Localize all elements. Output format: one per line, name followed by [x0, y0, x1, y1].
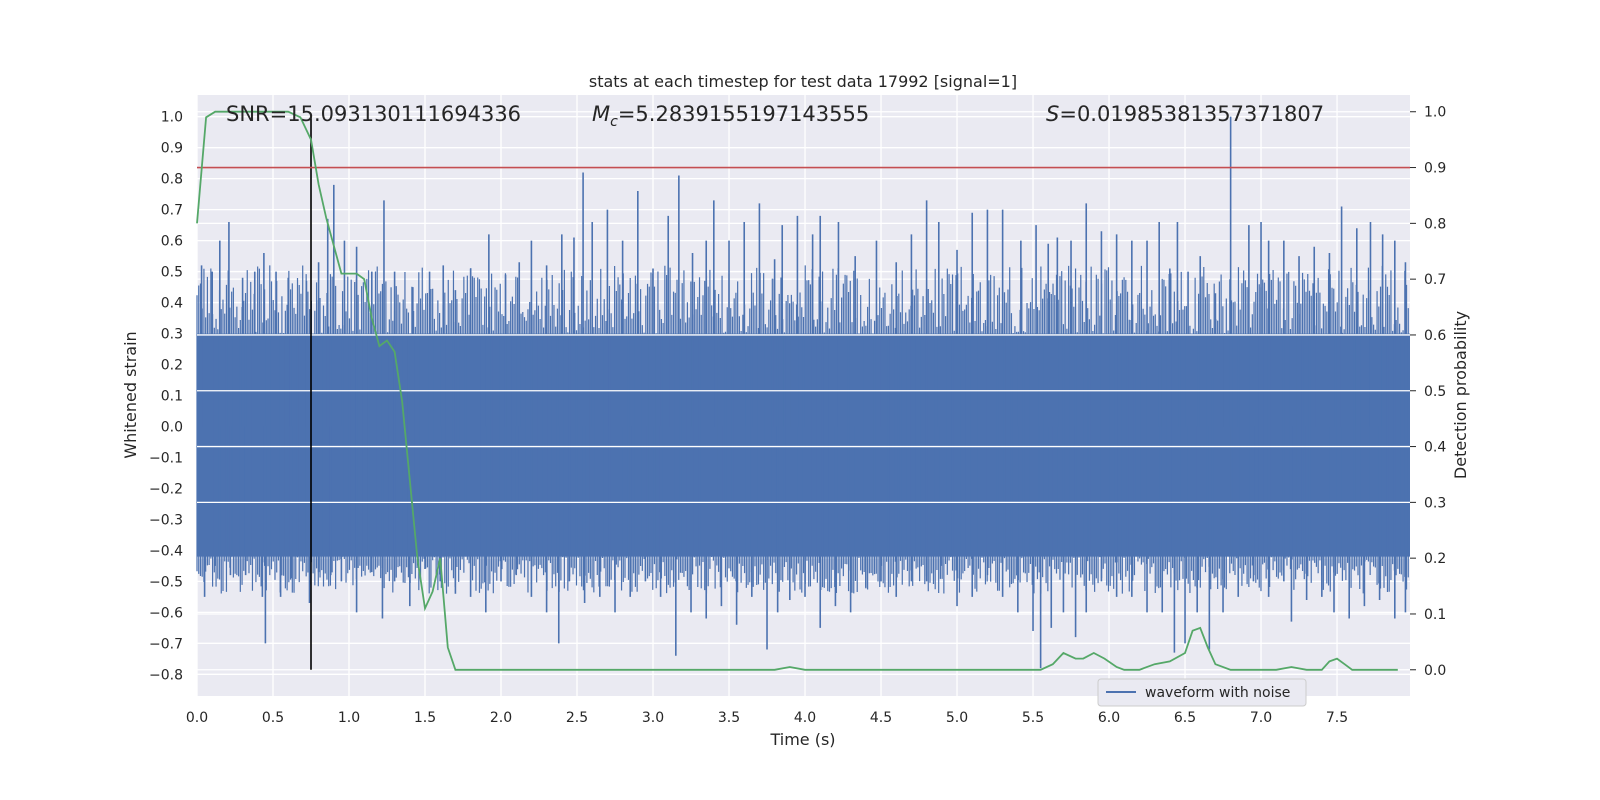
x-tick-label: 3.0 — [642, 710, 664, 726]
left-y-tick-label: 0.3 — [161, 327, 183, 343]
left-y-tick-label: 0.7 — [161, 203, 183, 219]
left-y-tick-label: 0.6 — [161, 234, 183, 250]
left-y-tick-label: −0.5 — [149, 574, 183, 590]
left-y-axis-label: Whitened strain — [121, 331, 140, 458]
x-tick-label: 7.0 — [1250, 710, 1272, 726]
x-tick-label: 2.5 — [566, 710, 588, 726]
chirp-mass-subscript: c — [610, 114, 618, 130]
x-tick-label: 5.5 — [1022, 710, 1044, 726]
left-y-tick-label: 0.5 — [161, 265, 183, 281]
right-y-tick-label: 0.0 — [1424, 663, 1446, 679]
right-y-tick-label: 1.0 — [1424, 105, 1446, 121]
left-y-tick-label: −0.8 — [149, 667, 183, 683]
chirp-mass-symbol: M — [592, 102, 610, 126]
chirp-mass-value: =5.2839155197143555 — [618, 102, 869, 126]
x-tick-label: 6.5 — [1174, 710, 1196, 726]
x-tick-label: 1.0 — [338, 710, 360, 726]
left-y-tick-label: 0.1 — [161, 389, 183, 405]
legend-label-waveform: waveform with noise — [1145, 685, 1290, 701]
x-tick-label: 5.0 — [946, 710, 968, 726]
x-tick-label: 3.5 — [718, 710, 740, 726]
right-y-tick-label: 0.1 — [1424, 607, 1446, 623]
x-tick-label: 0.0 — [186, 710, 208, 726]
left-y-tick-label: 0.2 — [161, 358, 183, 374]
probability-line — [196, 110, 1398, 671]
chirp-mass-annotation: Mc=5.2839155197143555 — [592, 102, 869, 130]
right-y-axis-ticks: 0.0 0.1 0.2 0.3 0.4 0.5 0.6 0.7 0.8 0.9 1.0 — [1410, 105, 1446, 679]
left-y-tick-label: 0.9 — [161, 141, 183, 157]
right-y-tick-label: 0.9 — [1424, 161, 1446, 177]
x-tick-label: 4.5 — [870, 710, 892, 726]
left-y-tick-label: −0.1 — [149, 450, 183, 466]
x-tick-label: 1.5 — [414, 710, 436, 726]
left-y-tick-label: 0.8 — [161, 172, 183, 188]
right-y-tick-label: 0.6 — [1424, 328, 1446, 344]
x-tick-label: 0.5 — [262, 710, 284, 726]
left-y-tick-label: 0.0 — [161, 419, 183, 435]
left-y-tick-label: 0.4 — [161, 296, 183, 312]
s-symbol: S — [1046, 102, 1059, 126]
left-y-tick-label: −0.4 — [149, 543, 183, 559]
x-tick-label: 2.0 — [490, 710, 512, 726]
left-y-tick-label: −0.3 — [149, 512, 183, 528]
right-y-tick-label: 0.2 — [1424, 551, 1446, 567]
right-y-tick-label: 0.7 — [1424, 272, 1446, 288]
x-axis-label: Time (s) — [769, 730, 835, 749]
right-y-tick-label: 0.8 — [1424, 216, 1446, 232]
left-y-axis-ticks: −0.8 −0.7 −0.6 −0.5 −0.4 −0.3 −0.2 −0.1 0.0 0.1 0.… — [149, 110, 183, 684]
left-y-tick-label: −0.7 — [149, 636, 183, 652]
s-annotation: S=0.01985381357371807 — [1046, 102, 1324, 126]
right-y-tick-label: 0.3 — [1424, 495, 1446, 511]
x-tick-label: 4.0 — [794, 710, 816, 726]
chart-title: stats at each timestep for test data 179… — [589, 72, 1017, 91]
right-y-tick-label: 0.5 — [1424, 384, 1446, 400]
x-tick-label: 7.5 — [1326, 710, 1348, 726]
left-y-tick-label: −0.6 — [149, 605, 183, 621]
left-y-tick-label: −0.2 — [149, 481, 183, 497]
right-y-axis-label: Detection probability — [1451, 311, 1470, 479]
s-value: =0.01985381357371807 — [1059, 102, 1324, 126]
legend-box — [1097, 678, 1307, 707]
detection-probability-series — [196, 110, 1398, 671]
snr-annotation: SNR=15.093130111694336 — [226, 102, 521, 126]
left-y-tick-label: 1.0 — [161, 110, 183, 126]
x-tick-label: 6.0 — [1098, 710, 1120, 726]
right-y-tick-label: 0.4 — [1424, 440, 1446, 456]
legend: waveform with noise — [1097, 678, 1307, 707]
x-axis-ticks: 0.0 0.5 1.0 1.5 2.0 2.5 3.0 3.5 4.0 4.5 5.0 5.5 6.0 6… — [186, 710, 1348, 726]
